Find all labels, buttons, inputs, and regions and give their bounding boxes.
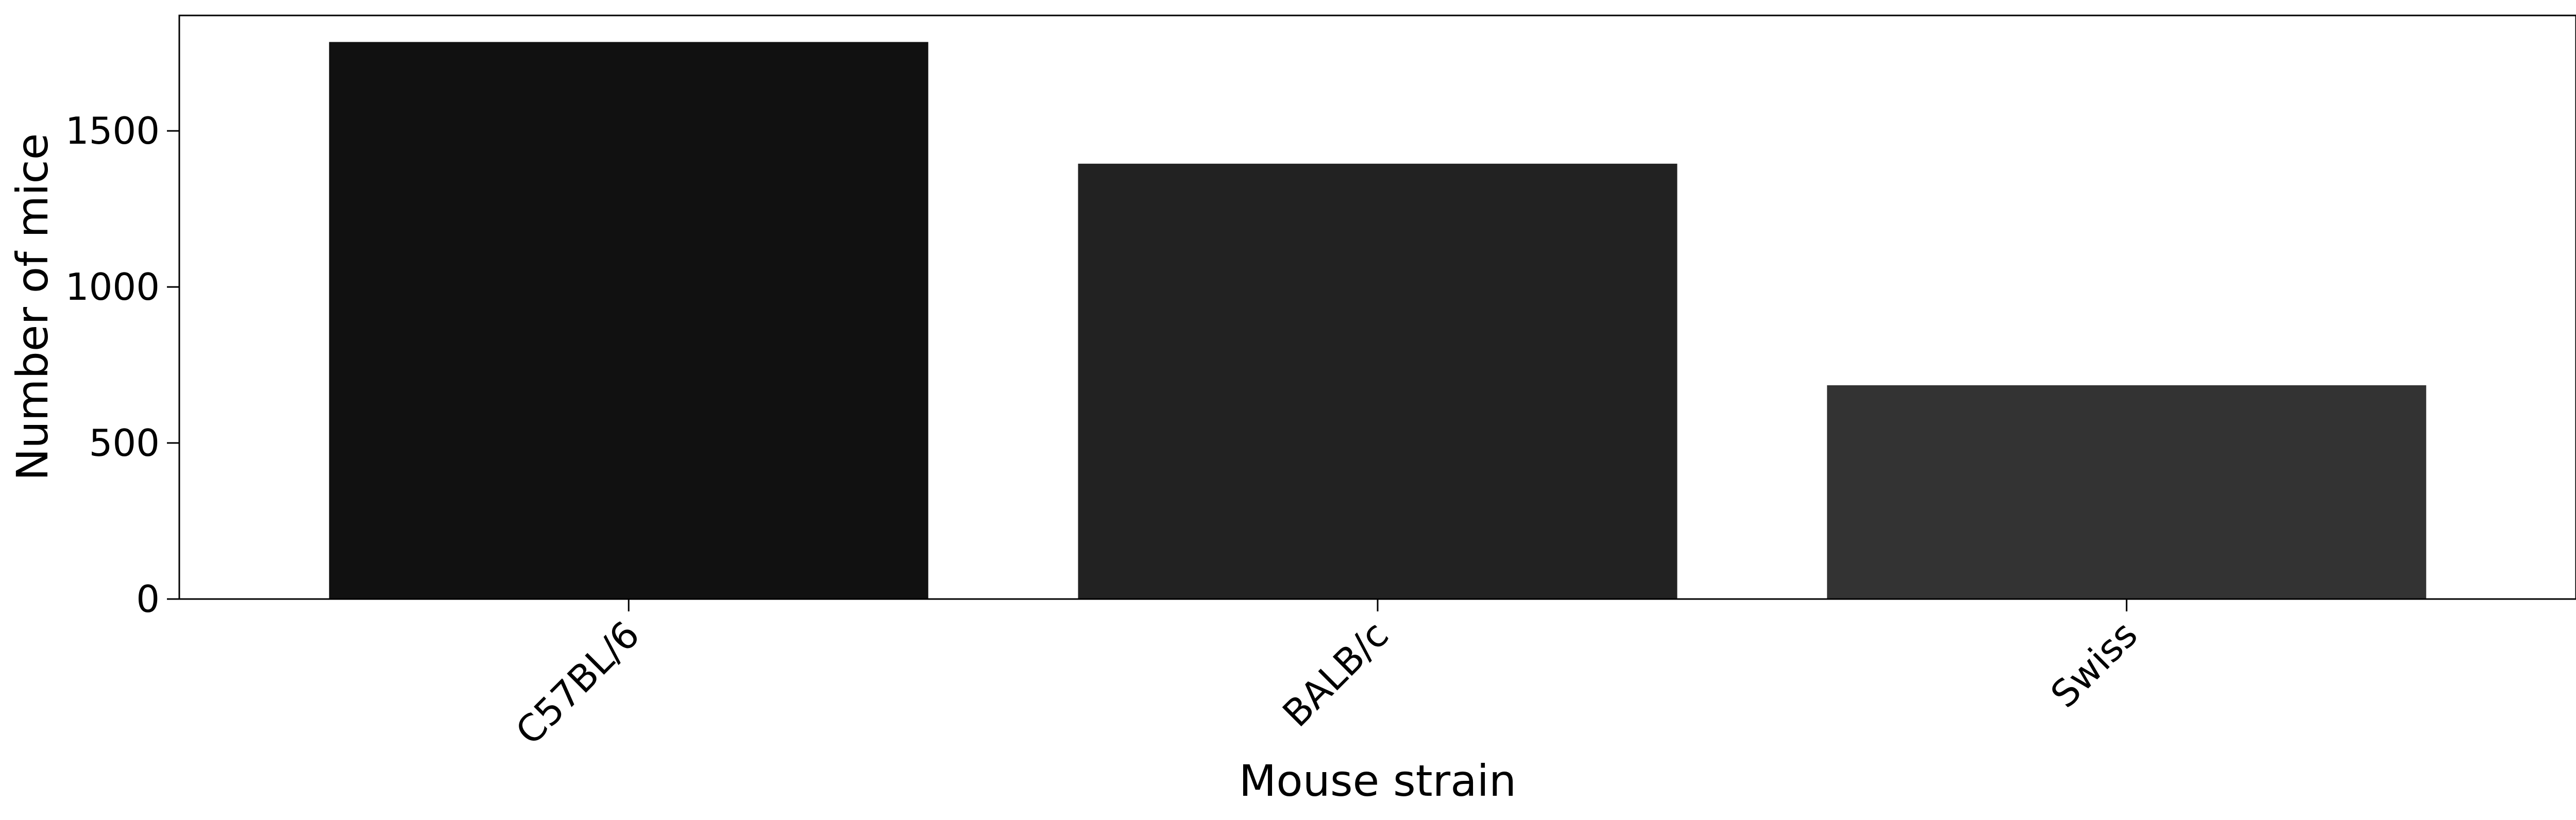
- bar-balb-c: [1078, 163, 1677, 599]
- bar-c57bl-6: [329, 42, 928, 599]
- y-tick-label: 1000: [65, 265, 160, 309]
- y-axis-label: Number of mice: [7, 133, 58, 481]
- bars-group: [329, 42, 2427, 599]
- x-axis-label: Mouse strain: [1239, 756, 1517, 806]
- y-tick-label: 0: [136, 577, 160, 621]
- bar-swiss: [1827, 385, 2427, 599]
- y-tick-label: 1500: [65, 109, 160, 152]
- y-tick-label: 500: [89, 421, 160, 465]
- y-axis: 0 500 1000 1500: [65, 109, 179, 621]
